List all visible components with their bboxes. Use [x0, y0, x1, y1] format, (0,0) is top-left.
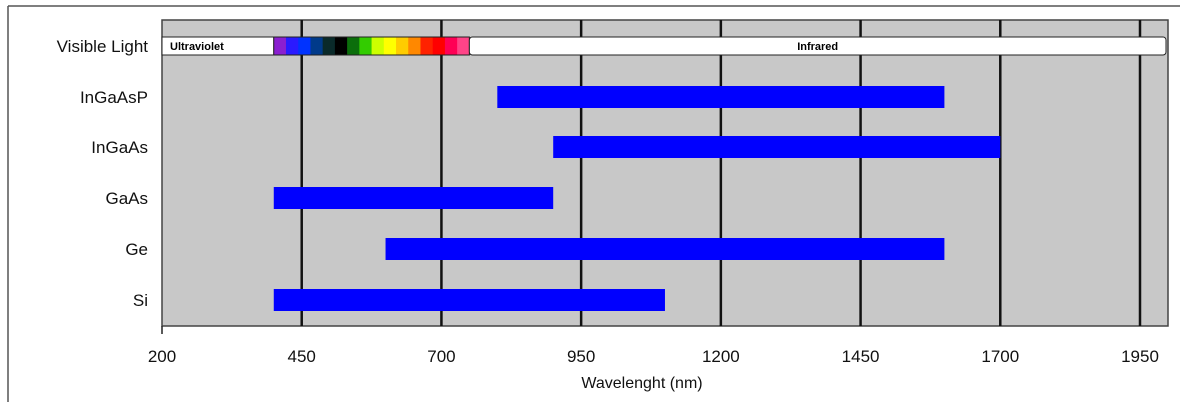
category-label-ge: Ge [125, 240, 148, 259]
spectrum-color-segment [310, 37, 324, 55]
spectrum-color-segment [285, 37, 299, 55]
spectrum-color-segment [322, 37, 336, 55]
range-bar-ge [385, 238, 945, 260]
spectrum-color-segment [457, 37, 470, 55]
spectrum-color-segment [383, 37, 397, 55]
spectrum-color-segment [298, 37, 312, 55]
spectrum-color-segment [347, 37, 360, 55]
spectrum-color-segment [432, 37, 446, 55]
x-tick-label-1450: 1450 [842, 347, 880, 366]
x-tick-label-1200: 1200 [702, 347, 740, 366]
range-bar-ingaas [553, 136, 1001, 158]
spectrum-color-segment [334, 37, 348, 55]
x-tick-label-1950: 1950 [1121, 347, 1159, 366]
spectrum-label-infrared: Infrared [797, 41, 838, 53]
x-tick-label-450: 450 [288, 347, 316, 366]
x-axis-title: Wavelenght (nm) [581, 375, 702, 392]
category-label-visible-light: Visible Light [57, 37, 149, 56]
x-tick-label-950: 950 [567, 347, 595, 366]
category-label-gaas: GaAs [105, 189, 148, 208]
spectrum-color-segment [420, 37, 434, 55]
spectrum-band-infrared [468, 36, 1167, 56]
category-label-ingaas: InGaAs [91, 138, 148, 157]
spectrum-color-segment [371, 37, 385, 55]
range-bar-gaas [273, 187, 554, 209]
range-bar-si [273, 289, 665, 311]
x-tick-label-700: 700 [427, 347, 455, 366]
spectrum-color-segment [273, 37, 287, 55]
x-tick-label-200: 200 [148, 347, 176, 366]
spectrum-color-segment [444, 37, 458, 55]
category-label-si: Si [133, 291, 148, 310]
range-bar-ingaasp [497, 86, 945, 108]
spectrum-color-segment [359, 37, 373, 55]
spectrum-color-segment [408, 37, 422, 55]
x-tick-label-1700: 1700 [981, 347, 1019, 366]
spectrum-color-segment [396, 37, 409, 55]
category-label-ingaasp: InGaAsP [80, 88, 148, 107]
spectrum-label-ultraviolet: Ultraviolet [170, 41, 224, 53]
plot-area [161, 19, 1169, 327]
